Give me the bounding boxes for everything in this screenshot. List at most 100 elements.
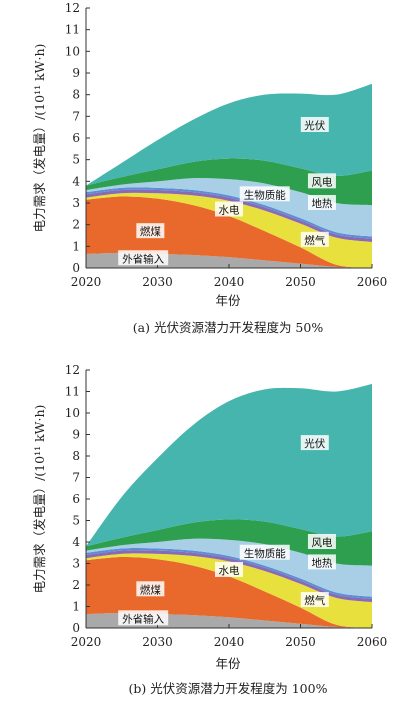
series-label-text-solar: 光伏 <box>304 437 325 450</box>
area-solar <box>86 383 372 547</box>
series-label-text-coal: 燃煤 <box>140 225 161 238</box>
series-label-box <box>239 544 290 560</box>
y-tick-label: 8 <box>72 449 80 463</box>
series-label-text-wind: 风电 <box>311 536 332 549</box>
x-tick-label: 2040 <box>214 635 245 649</box>
y-tick-label: 5 <box>72 514 80 528</box>
series-label-box <box>307 195 336 210</box>
series-label-text-gas: 燃气 <box>304 234 325 247</box>
chart-b-caption: (b) 光伏资源潜力开发程度为 100% <box>129 681 328 696</box>
area-hydro <box>86 550 372 603</box>
y-tick-label: 7 <box>72 471 80 485</box>
x-tick-label: 2060 <box>357 635 388 649</box>
series-label-box <box>307 554 336 570</box>
series-label-box <box>215 561 243 577</box>
y-tick-label: 1 <box>72 600 80 614</box>
y-tick-label: 11 <box>65 23 80 37</box>
series-label-text-gas: 燃气 <box>304 594 325 607</box>
area-coal <box>86 196 372 268</box>
series-label-text-import: 外省输入 <box>122 252 164 265</box>
series-label-gas: 燃气 <box>300 231 329 247</box>
series-label-hydro: 水电 <box>215 201 243 217</box>
series-label-box <box>239 186 290 202</box>
series-label-box <box>307 173 336 189</box>
series-label-box <box>307 534 336 549</box>
y-tick-label: 6 <box>72 492 80 506</box>
series-label-text-geothermal: 地热 <box>311 556 332 569</box>
series-label-text-hydro: 水电 <box>219 204 240 217</box>
series-label-solar: 光伏 <box>300 435 329 451</box>
area-wind <box>86 158 372 206</box>
x-tick-label: 2020 <box>71 275 102 289</box>
y-tick-label: 5 <box>72 153 80 167</box>
area-hydro <box>86 189 372 242</box>
x-tick-label: 2030 <box>142 635 173 649</box>
y-tick-label: 4 <box>72 535 80 549</box>
series-label-text-hydro: 水电 <box>219 564 240 577</box>
y-tick-label: 10 <box>65 406 80 420</box>
y-tick-label: 7 <box>72 109 80 123</box>
y-tick-label: 8 <box>72 88 80 102</box>
series-label-solar: 光伏 <box>300 117 329 132</box>
y-tick-label: 0 <box>72 261 80 275</box>
series-label-text-biomass: 生物质能 <box>244 547 286 560</box>
area-coal <box>86 557 372 628</box>
y-tick-label: 3 <box>72 557 80 571</box>
y-tick-label: 2 <box>72 218 80 232</box>
x-tick-label: 2040 <box>214 275 245 289</box>
area-geothermal <box>86 177 372 237</box>
x-tick-label: 2020 <box>71 635 102 649</box>
y-tick-label: 1 <box>72 239 80 253</box>
series-label-box <box>300 435 329 451</box>
chart-b-areas <box>86 383 372 628</box>
series-label-box <box>215 201 243 217</box>
y-tick-label: 11 <box>65 385 80 399</box>
series-label-import: 外省输入 <box>118 610 169 626</box>
series-label-box <box>118 250 169 266</box>
series-label-geothermal: 地热 <box>307 554 336 570</box>
series-label-coal: 燃煤 <box>136 223 165 239</box>
area-solar <box>86 83 372 186</box>
series-label-text-solar: 光伏 <box>304 119 325 132</box>
chart-a-caption: (a) 光伏资源潜力开发程度为 50% <box>133 320 324 335</box>
y-tick-label: 9 <box>72 66 80 80</box>
series-label-text-import: 外省输入 <box>122 612 164 625</box>
y-axis-title: 电力需求（发电量）/(10¹¹ kW·h) <box>32 405 47 594</box>
series-label-gas: 燃气 <box>300 592 329 608</box>
series-label-coal: 燃煤 <box>136 581 165 597</box>
series-label-wind: 风电 <box>307 173 336 189</box>
series-label-box <box>300 117 329 132</box>
chart-a-x-axis-title: 年份 <box>215 293 241 308</box>
series-label-box <box>118 610 169 626</box>
y-tick-label: 9 <box>72 428 80 442</box>
y-tick-label: 0 <box>72 621 80 635</box>
series-label-box <box>136 223 165 239</box>
y-tick-label: 12 <box>65 1 80 15</box>
series-label-geothermal: 地热 <box>307 195 336 210</box>
y-tick-label: 4 <box>72 174 80 188</box>
y-tick-label: 2 <box>72 578 80 592</box>
y-tick-label: 3 <box>72 196 80 210</box>
y-axis-title: 电力需求（发电量）/(10¹¹ kW·h) <box>32 44 47 233</box>
x-tick-label: 2060 <box>357 275 388 289</box>
series-label-text-wind: 风电 <box>311 175 332 188</box>
series-label-box <box>300 592 329 608</box>
y-tick-label: 10 <box>65 44 80 58</box>
y-tick-label: 6 <box>72 131 80 145</box>
series-label-box <box>300 231 329 247</box>
series-label-biomass: 生物质能 <box>239 544 290 560</box>
chart-a-areas <box>86 83 372 268</box>
chart-b-x-axis-title: 年份 <box>215 656 241 671</box>
series-label-text-coal: 燃煤 <box>140 583 161 596</box>
series-label-box <box>136 581 165 597</box>
area-geothermal <box>86 538 372 597</box>
series-label-hydro: 水电 <box>215 561 243 577</box>
area-wind <box>86 519 372 566</box>
series-label-biomass: 生物质能 <box>239 186 290 202</box>
